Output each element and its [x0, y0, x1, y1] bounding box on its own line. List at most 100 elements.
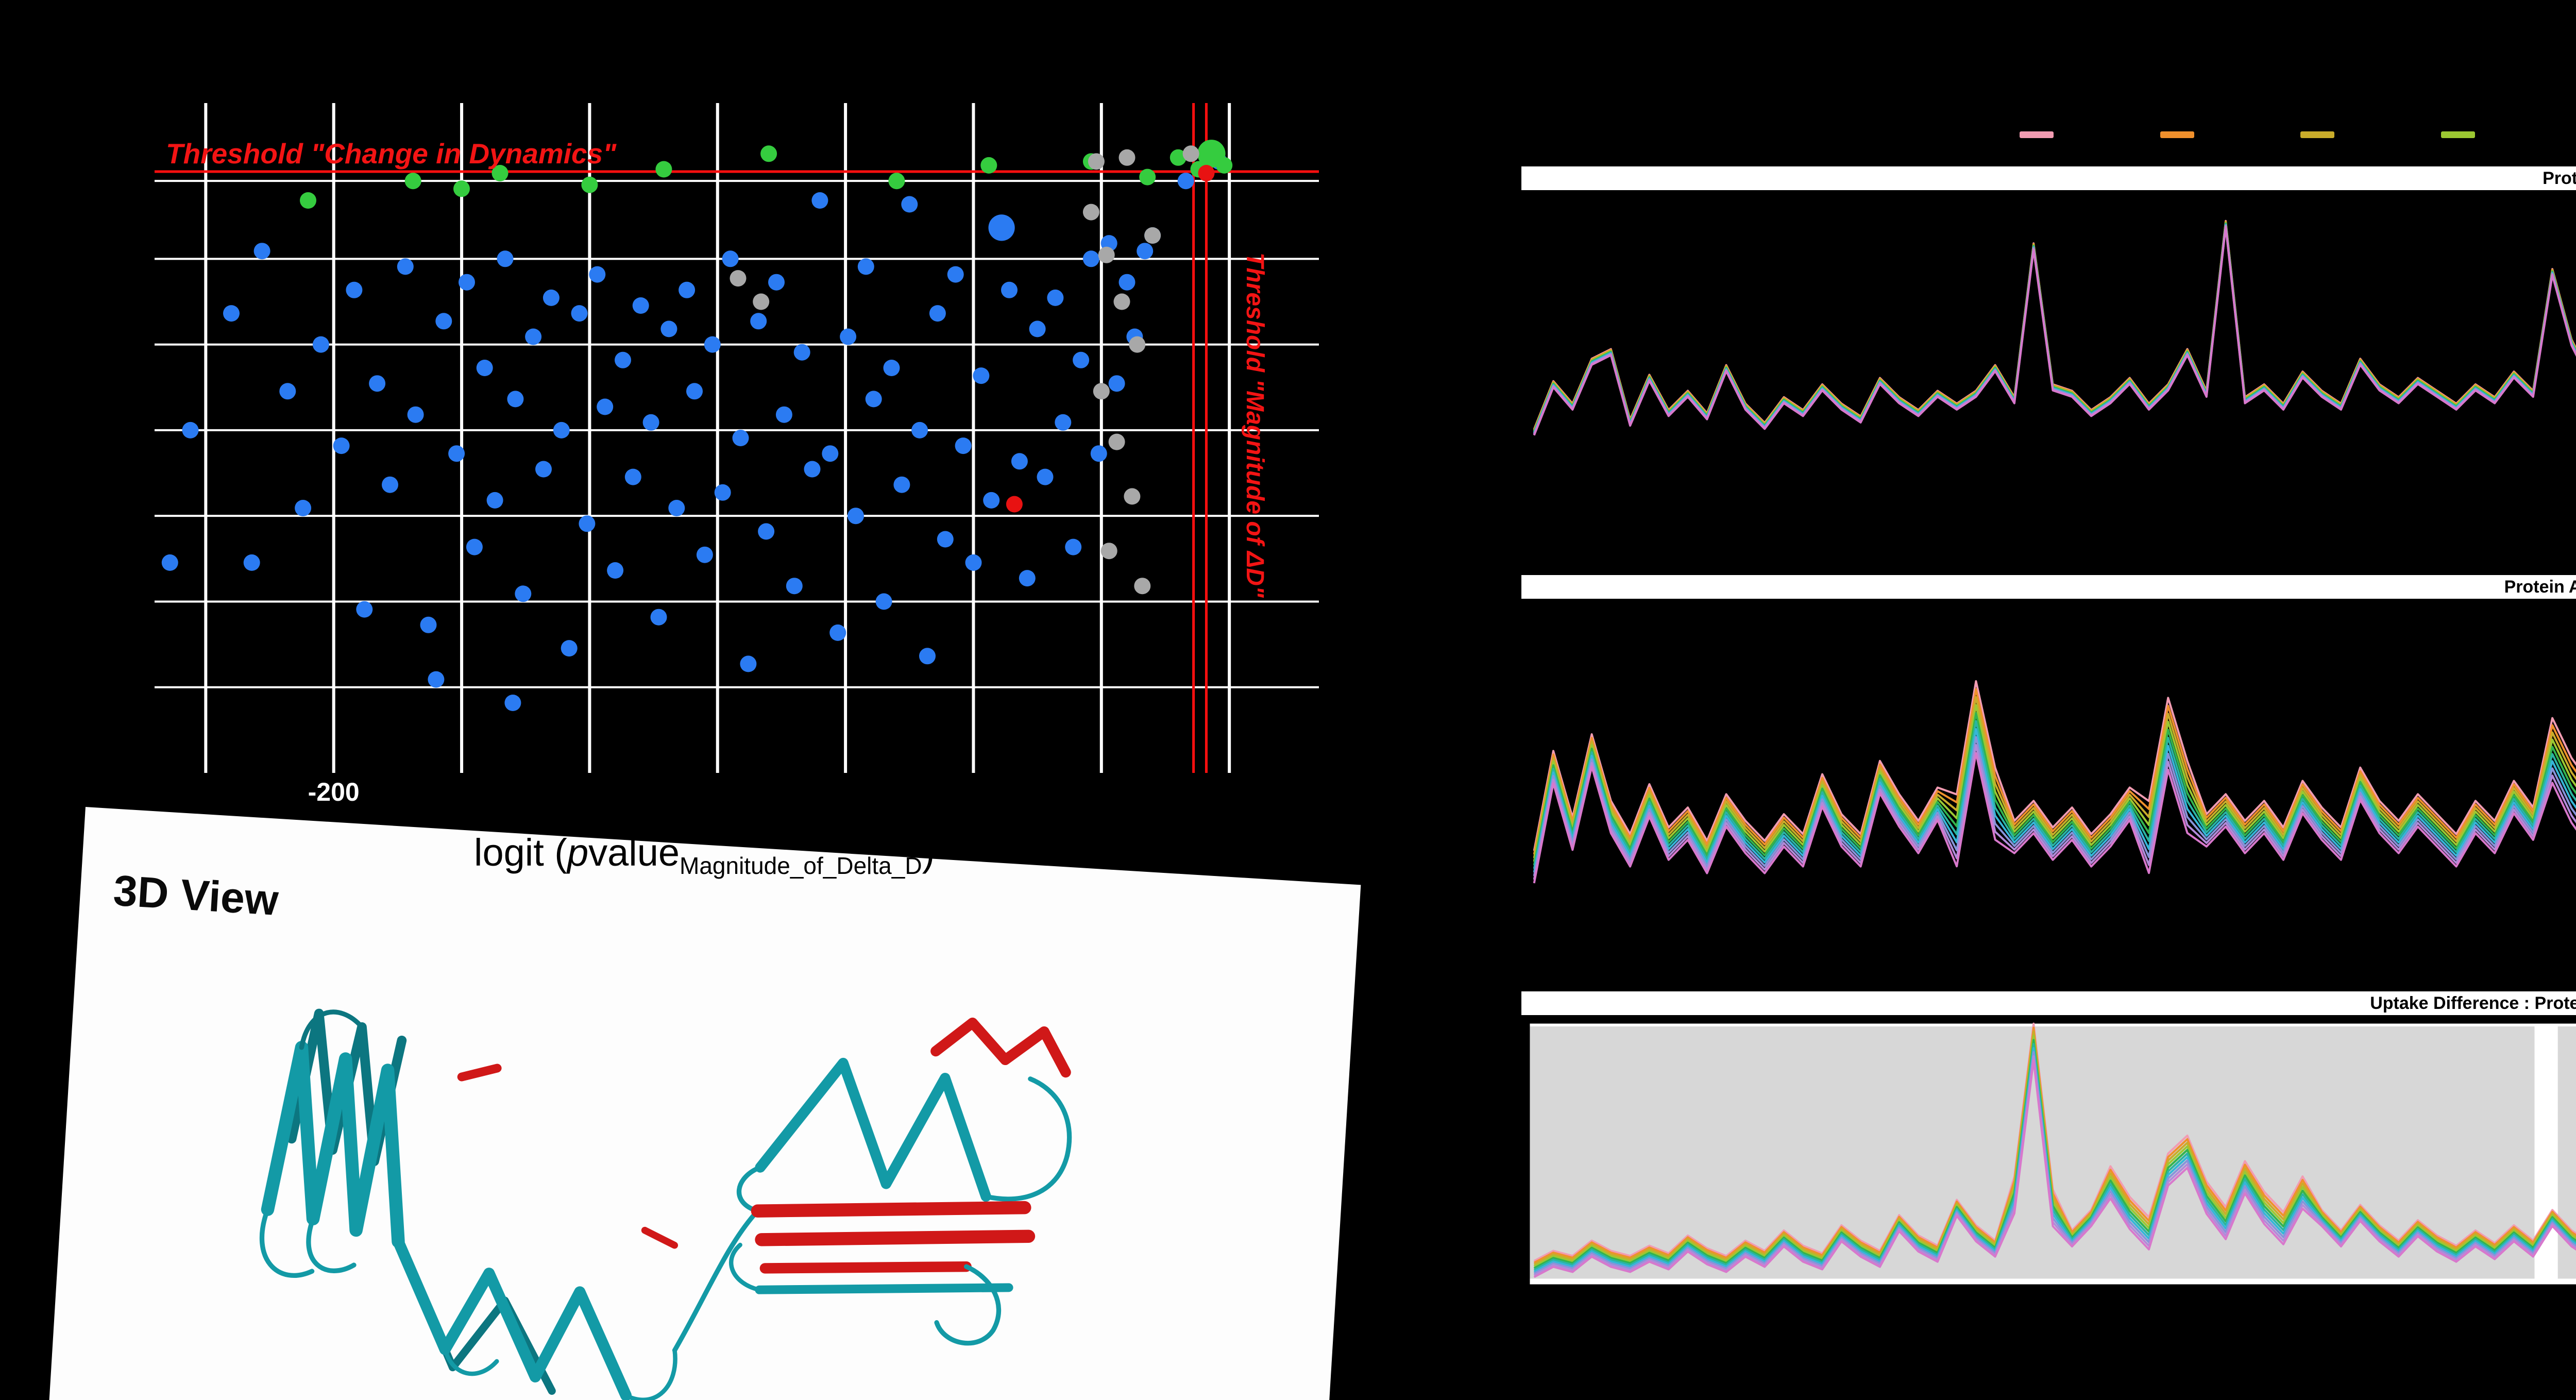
scatter-point-not-significant[interactable] [919, 648, 936, 665]
scatter-point-not-significant[interactable] [486, 492, 503, 509]
scatter-point-not-significant[interactable] [1011, 453, 1028, 470]
scatter-point-not-significant[interactable] [660, 321, 677, 338]
scatter-point-not-significant[interactable] [937, 531, 954, 548]
uptake-lines-chart[interactable] [1521, 190, 2576, 546]
scatter-point-not-significant[interactable] [369, 375, 386, 392]
scatter-point-not-significant[interactable] [515, 585, 532, 602]
scatter-point-not-significant[interactable] [435, 313, 452, 330]
scatter-point-not-significant[interactable] [579, 515, 596, 532]
scatter-point-not-significant[interactable] [696, 546, 713, 563]
scatter-point-not-significant[interactable] [589, 266, 606, 283]
scatter-point-excluded[interactable] [1113, 293, 1130, 310]
scatter-point-not-significant[interactable] [686, 383, 703, 400]
scatter-point-not-significant[interactable] [929, 305, 946, 322]
scatter-point-not-significant[interactable] [448, 445, 465, 462]
scatter-point-not-significant[interactable] [650, 609, 667, 626]
protein-structure[interactable] [213, 946, 1158, 1400]
uptake-lines-chart[interactable] [1521, 1015, 2576, 1298]
scatter-point-not-significant[interactable] [561, 640, 578, 657]
scatter-point-significant-change-in-dynamics[interactable] [453, 180, 470, 197]
scatter-point-not-significant[interactable] [822, 445, 839, 462]
scatter-point-not-significant[interactable] [504, 695, 521, 711]
scatter-point-significant-change-in-dynamics[interactable] [581, 176, 598, 193]
scatter-point-not-significant[interactable] [1055, 414, 1072, 431]
scatter-point-not-significant[interactable] [973, 367, 990, 384]
scatter-point-not-significant[interactable] [642, 414, 659, 431]
scatter-point-excluded[interactable] [1082, 204, 1099, 221]
scatter-point-not-significant[interactable] [829, 624, 846, 641]
scatter-point-not-significant[interactable] [243, 554, 260, 571]
scatter-point-not-significant[interactable] [955, 437, 972, 454]
scatter-point-not-significant[interactable] [1065, 538, 1082, 555]
scatter-point-not-significant[interactable] [1029, 321, 1046, 338]
scatter-point-not-significant[interactable] [1108, 375, 1125, 392]
scatter-point-not-significant[interactable] [525, 328, 542, 345]
scatter-point-not-significant[interactable] [857, 258, 874, 275]
scatter-point-not-significant[interactable] [459, 274, 475, 291]
scatter-point-not-significant[interactable] [775, 406, 792, 423]
scatter-point-excluded[interactable] [1129, 336, 1146, 353]
uptake-lines-chart[interactable] [1521, 599, 2576, 969]
scatter-point-not-significant[interactable] [279, 383, 296, 400]
scatter-point-not-significant[interactable] [875, 593, 892, 610]
scatter-point-excluded[interactable] [1182, 145, 1199, 162]
scatter-point-not-significant[interactable] [333, 437, 350, 454]
scatter-point-not-significant[interactable] [893, 476, 910, 493]
scatter-point-not-significant[interactable] [983, 492, 1000, 509]
scatter-point-significant-change-in-dynamics[interactable] [655, 161, 672, 178]
scatter-point-excluded[interactable] [1124, 488, 1141, 505]
scatter-point-significant-change-in-dynamics[interactable] [1139, 168, 1156, 185]
scatter-point-not-significant[interactable] [1177, 173, 1194, 190]
scatter-point-significant-change-in-dynamics[interactable] [1170, 149, 1187, 166]
scatter-point-not-significant[interactable] [768, 274, 785, 291]
scatter-point-not-significant[interactable] [497, 250, 514, 267]
scatter-point-not-significant[interactable] [1090, 445, 1107, 462]
scatter-point-not-significant[interactable] [182, 421, 199, 438]
scatter-point-not-significant[interactable] [253, 243, 270, 260]
scatter-point-not-significant[interactable] [535, 461, 552, 478]
scatter-point-significant-change-in-dynamics[interactable] [300, 192, 316, 209]
scatter-point-not-significant[interactable] [382, 476, 398, 493]
scatter-point-not-significant[interactable] [740, 655, 757, 672]
legend-swatch-4[interactable] [2441, 131, 2475, 138]
legend-swatch-3[interactable] [2300, 131, 2335, 138]
scatter-point-not-significant[interactable] [312, 336, 329, 353]
scatter-point-excluded[interactable] [1134, 578, 1151, 595]
scatter-point-not-significant[interactable] [704, 336, 721, 353]
volcano-scatter-chart[interactable]: -200 [155, 103, 1319, 810]
scatter-point-not-significant[interactable] [161, 554, 178, 571]
scatter-point-not-significant[interactable] [571, 305, 588, 322]
scatter-point-not-significant[interactable] [947, 266, 964, 283]
legend-swatch-2[interactable] [2160, 131, 2194, 138]
scatter-point-excluded[interactable] [1108, 433, 1125, 450]
scatter-point-not-significant[interactable] [865, 391, 882, 408]
scatter-point-not-significant[interactable] [597, 398, 614, 415]
scatter-point-not-significant[interactable] [840, 328, 857, 345]
scatter-point-not-significant[interactable] [466, 538, 483, 555]
scatter-point-not-significant[interactable] [732, 430, 749, 446]
scatter-point-not-significant[interactable] [722, 250, 739, 267]
scatter-point-significant-change-in-dynamics[interactable] [1216, 157, 1233, 174]
scatter-point-not-significant[interactable] [476, 360, 493, 376]
scatter-point-not-significant[interactable] [1001, 281, 1018, 298]
scatter-point-significant-both[interactable] [1006, 496, 1023, 513]
scatter-point-excluded[interactable] [1118, 149, 1136, 166]
scatter-point-not-significant[interactable] [223, 305, 240, 322]
scatter-point-not-significant[interactable] [786, 578, 803, 595]
scatter-point-not-significant[interactable] [1118, 274, 1136, 291]
scatter-point-significant-both[interactable] [1198, 165, 1215, 181]
scatter-point-significant-change-in-dynamics[interactable] [760, 145, 777, 162]
scatter-point-not-significant[interactable] [750, 313, 767, 330]
scatter-point-not-significant[interactable] [420, 616, 437, 633]
scatter-point-not-significant[interactable] [965, 554, 982, 571]
scatter-point-not-significant[interactable] [543, 289, 560, 306]
scatter-point-not-significant[interactable] [1082, 250, 1099, 267]
scatter-point-not-significant[interactable] [793, 344, 810, 361]
scatter-point-significant-change-in-dynamics[interactable] [888, 173, 905, 190]
scatter-point-not-significant[interactable] [988, 214, 1015, 241]
legend-swatch-1[interactable] [2020, 131, 2054, 138]
scatter-point-not-significant[interactable] [804, 461, 821, 478]
scatter-point-excluded[interactable] [1144, 227, 1161, 244]
scatter-point-not-significant[interactable] [607, 562, 624, 579]
scatter-point-not-significant[interactable] [679, 281, 696, 298]
